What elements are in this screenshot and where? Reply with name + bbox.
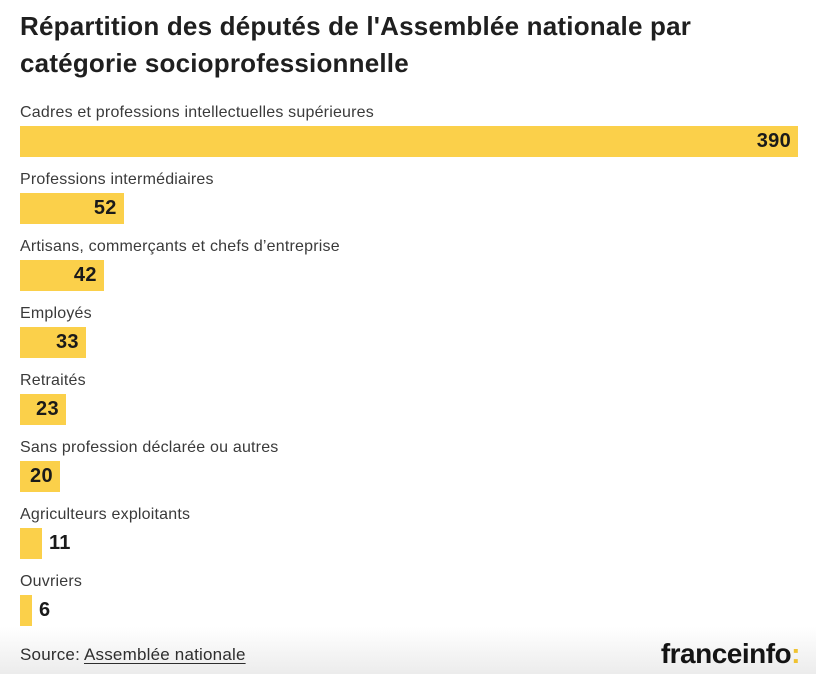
bar-label: Employés (20, 305, 92, 322)
bar-track: 42 (20, 260, 798, 291)
bar-row: Professions intermédiaires 52 (20, 170, 798, 224)
bar-row: Retraités 23 (20, 371, 798, 425)
source-link[interactable]: Assemblée nationale (83, 645, 246, 664)
brand-name: franceinfo (660, 638, 792, 669)
bar: 23 (20, 394, 66, 425)
bar: 42 (20, 260, 104, 291)
bar-track: 52 (20, 193, 798, 224)
brand-colon-icon: : (791, 638, 800, 669)
bar-chart: Cadres et professions intellectuelles su… (20, 103, 798, 626)
bar-row: Cadres et professions intellectuelles su… (20, 103, 798, 157)
source-prefix: Source: (20, 645, 84, 664)
bar: 33 (20, 327, 86, 358)
bar-track: 11 (20, 528, 798, 559)
bar-track: 6 (20, 595, 798, 626)
bar-label: Cadres et professions intellectuelles su… (20, 104, 374, 121)
bar-value: 6 (38, 599, 51, 621)
bar-value: 20 (30, 465, 53, 487)
bar-row: Agriculteurs exploitants 11 (20, 505, 798, 559)
bar-track: 23 (20, 394, 798, 425)
bar: 52 (20, 193, 124, 224)
bar-row: Artisans, commerçants et chefs d’entrepr… (20, 237, 798, 291)
bar-track: 33 (20, 327, 798, 358)
bar-value: 42 (73, 264, 97, 286)
franceinfo-logo: franceinfo: (660, 638, 801, 669)
chart-title: Répartition des députés de l'Assemblée n… (20, 11, 692, 78)
bar-value: 390 (756, 130, 791, 152)
bar-value: 23 (36, 398, 59, 420)
bar-label: Artisans, commerçants et chefs d’entrepr… (20, 238, 340, 255)
bar-row: Sans profession déclarée ou autres 20 (20, 438, 798, 492)
bar-row: Employés 33 (20, 304, 798, 358)
bar (20, 528, 42, 559)
bar-label: Agriculteurs exploitants (20, 506, 191, 523)
bar-value: 33 (55, 331, 79, 353)
bar-label: Retraités (20, 372, 86, 389)
bar: 390 (20, 126, 798, 157)
bar-row: Ouvriers 6 (20, 572, 798, 626)
bar (20, 595, 32, 626)
footer: Source: Assemblée nationale franceinfo: (20, 640, 800, 668)
bar-value: 11 (48, 532, 71, 554)
source-text: Source: Assemblée nationale (20, 645, 246, 668)
bar-track: 20 (20, 461, 798, 492)
bar-label: Professions intermédiaires (20, 171, 214, 188)
bar-label: Ouvriers (20, 573, 83, 590)
bar-track: 390 (20, 126, 798, 157)
bar: 20 (20, 461, 60, 492)
bar-label: Sans profession déclarée ou autres (20, 439, 279, 456)
bar-value: 52 (93, 197, 117, 219)
